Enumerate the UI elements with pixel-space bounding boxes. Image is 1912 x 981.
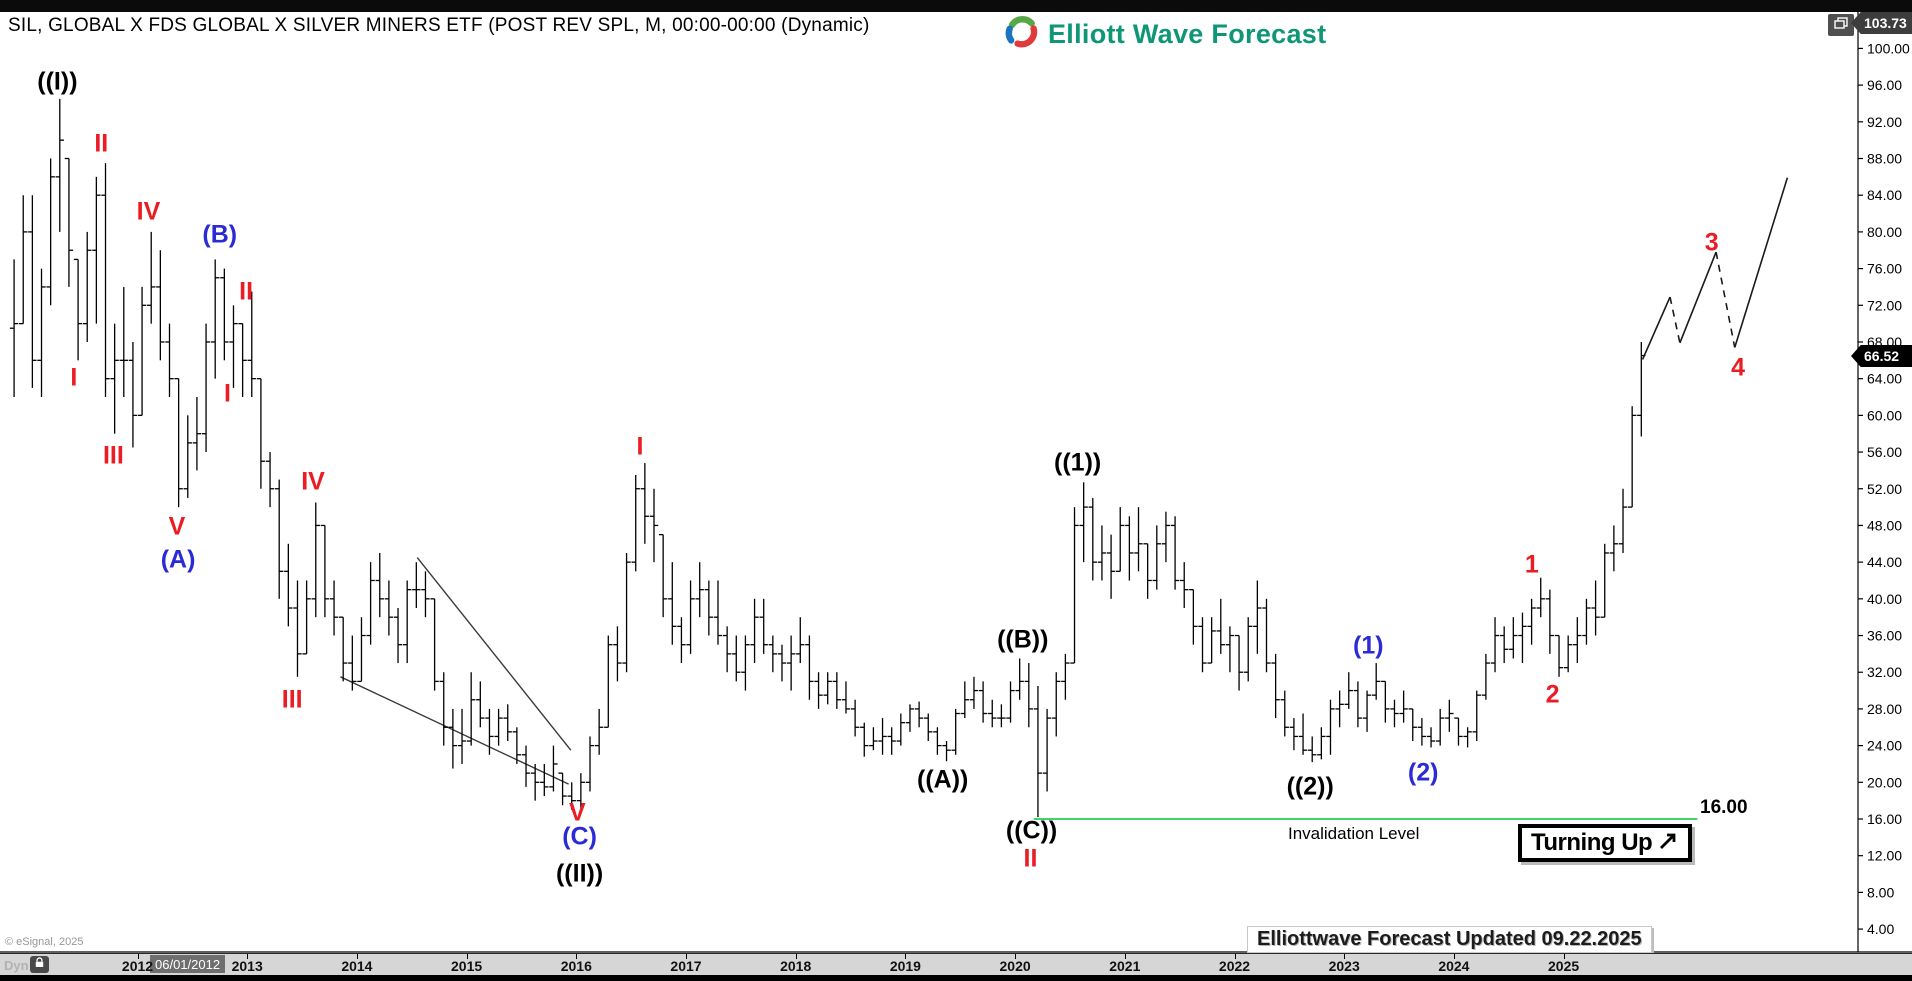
- year-tick: [686, 954, 687, 959]
- year-tick: [1453, 954, 1455, 959]
- svg-text:28.00: 28.00: [1867, 701, 1902, 717]
- svg-text:16.00: 16.00: [1867, 811, 1902, 827]
- svg-text:24.00: 24.00: [1867, 738, 1902, 754]
- svg-text:52.00: 52.00: [1867, 481, 1902, 497]
- year-tick: [795, 954, 797, 959]
- up-right-arrow-icon: [1658, 831, 1679, 856]
- year-label: 2012: [121, 958, 154, 974]
- year-label: 2023: [1328, 958, 1360, 974]
- year-label: 2014: [341, 958, 373, 974]
- svg-text:64.00: 64.00: [1867, 371, 1902, 387]
- dyn-mode-label: Dyn: [4, 958, 29, 973]
- year-tick: [1124, 954, 1126, 959]
- turning-up-callout: Turning Up: [1518, 824, 1693, 862]
- year-tick: [356, 954, 358, 959]
- svg-text:56.00: 56.00: [1867, 444, 1902, 460]
- year-label: 2020: [999, 958, 1031, 974]
- invalidation-level-label: Invalidation Level: [1288, 824, 1420, 843]
- updated-note: Elliottwave Forecast Updated 09.22.2025: [1247, 926, 1652, 953]
- svg-text:36.00: 36.00: [1867, 628, 1902, 644]
- svg-text:4.00: 4.00: [1867, 921, 1894, 937]
- last-price-badge: 66.52: [1851, 345, 1912, 367]
- window-top-strip: [0, 0, 1912, 12]
- restore-window-button[interactable]: [1828, 14, 1854, 36]
- svg-text:88.00: 88.00: [1867, 151, 1902, 167]
- svg-text:80.00: 80.00: [1867, 224, 1902, 240]
- svg-text:48.00: 48.00: [1867, 517, 1902, 533]
- year-label: 2015: [451, 958, 483, 974]
- svg-text:96.00: 96.00: [1867, 77, 1902, 93]
- year-label: 2024: [1438, 958, 1470, 974]
- turning-up-label: Turning Up: [1531, 829, 1653, 856]
- svg-text:84.00: 84.00: [1867, 187, 1902, 203]
- svg-text:32.00: 32.00: [1867, 664, 1902, 680]
- year-label: 2016: [560, 958, 592, 974]
- year-tick: [1234, 954, 1236, 959]
- axis-high-badge: 103.73: [1851, 12, 1912, 34]
- year-label: 2022: [1218, 958, 1251, 974]
- svg-text:20.00: 20.00: [1867, 774, 1902, 790]
- svg-text:8.00: 8.00: [1867, 884, 1894, 900]
- chart-title: SIL, GLOBAL X FDS GLOBAL X SILVER MINERS…: [8, 15, 870, 36]
- year-tick: [466, 954, 468, 959]
- copyright-text: © eSignal, 2025: [5, 936, 84, 948]
- selected-date-box[interactable]: 06/01/2012: [150, 955, 226, 973]
- year-label: 2019: [889, 958, 921, 974]
- svg-text:60.00: 60.00: [1867, 407, 1902, 423]
- logo-text: Elliott Wave Forecast: [1048, 19, 1327, 49]
- window-bottom-strip: [0, 975, 1912, 981]
- svg-text:72.00: 72.00: [1867, 297, 1902, 313]
- svg-text:44.00: 44.00: [1867, 554, 1902, 570]
- svg-text:76.00: 76.00: [1867, 261, 1902, 277]
- year-tick: [247, 954, 249, 959]
- time-axis-bar[interactable]: Dyn 06/01/2012 2012 2013 2014 2015 2016 2017 2…: [0, 953, 1912, 976]
- year-label: 2017: [670, 958, 702, 974]
- svg-text:92.00: 92.00: [1867, 114, 1902, 130]
- svg-text:100.00: 100.00: [1867, 40, 1910, 56]
- year-label: 2025: [1548, 958, 1580, 974]
- invalidation-price-label: 16.00: [1700, 797, 1748, 818]
- logo-swirl-icon: [1003, 13, 1041, 56]
- year-tick: [1015, 954, 1017, 959]
- svg-text:12.00: 12.00: [1867, 848, 1902, 864]
- svg-text:40.00: 40.00: [1867, 591, 1902, 607]
- year-tick: [576, 954, 578, 959]
- year-tick: [137, 954, 139, 959]
- year-tick: [905, 954, 907, 959]
- year-label: 2013: [231, 958, 263, 974]
- year-tick: [1344, 954, 1346, 959]
- year-label: 2021: [1109, 958, 1141, 974]
- lock-button[interactable]: [30, 956, 49, 973]
- lock-icon: [33, 956, 46, 974]
- restore-window-icon: [1833, 16, 1849, 35]
- brand-logo: Elliott Wave Forecast: [1003, 13, 1326, 56]
- year-tick: [1563, 954, 1565, 959]
- year-label: 2018: [780, 958, 812, 974]
